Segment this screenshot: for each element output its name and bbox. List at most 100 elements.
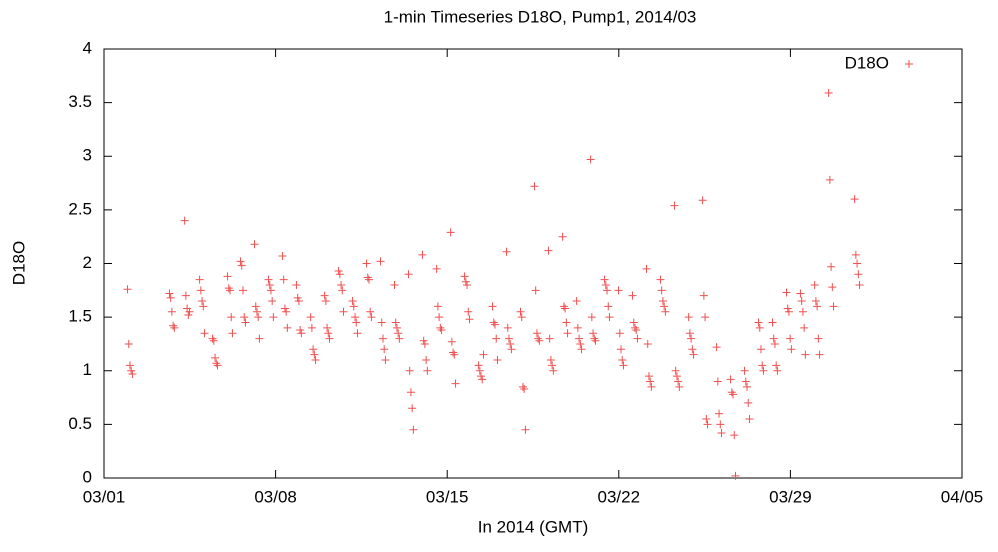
point	[672, 372, 681, 381]
point	[685, 329, 694, 338]
point	[591, 336, 600, 345]
point	[213, 361, 222, 370]
point	[829, 302, 838, 311]
point	[630, 323, 639, 332]
point	[614, 286, 623, 295]
plot-frame	[103, 48, 963, 479]
point	[353, 329, 362, 338]
point	[265, 280, 274, 289]
point	[507, 345, 516, 354]
point	[390, 280, 399, 289]
point	[827, 262, 836, 271]
point	[335, 270, 344, 279]
point	[759, 366, 768, 375]
point	[660, 302, 669, 311]
point	[180, 216, 189, 225]
point	[451, 379, 460, 388]
point	[815, 350, 824, 359]
point	[855, 280, 864, 289]
point	[165, 289, 174, 298]
point	[433, 302, 442, 311]
point	[814, 334, 823, 343]
point	[629, 318, 638, 327]
point	[488, 302, 497, 311]
point	[520, 384, 529, 393]
y-tick-label: 0.5	[68, 414, 92, 433]
point	[772, 361, 781, 370]
point	[632, 325, 641, 334]
point	[310, 350, 319, 359]
point	[463, 280, 472, 289]
point	[741, 377, 750, 386]
point	[633, 334, 642, 343]
point	[437, 325, 446, 334]
point	[600, 275, 609, 284]
point	[643, 339, 652, 348]
point	[170, 323, 179, 332]
point	[283, 323, 292, 332]
point	[797, 297, 806, 306]
y-tick-label: 0	[83, 467, 92, 486]
point	[535, 336, 544, 345]
point	[364, 275, 373, 284]
point	[504, 334, 513, 343]
point	[363, 273, 372, 282]
point	[324, 329, 333, 338]
point	[701, 313, 710, 322]
point	[545, 334, 554, 343]
point	[307, 323, 316, 332]
point	[745, 415, 754, 424]
point	[447, 337, 456, 346]
point	[854, 270, 863, 279]
point	[255, 334, 264, 343]
point	[675, 382, 684, 391]
point	[200, 329, 209, 338]
point	[755, 323, 764, 332]
point	[377, 318, 386, 327]
point	[224, 284, 233, 293]
point	[647, 382, 656, 391]
point	[198, 297, 207, 306]
point	[362, 259, 371, 268]
point	[670, 201, 679, 210]
point	[293, 293, 302, 302]
point	[590, 334, 599, 343]
point	[575, 334, 584, 343]
point	[563, 329, 572, 338]
point	[196, 286, 205, 295]
point	[674, 377, 683, 386]
point	[544, 246, 553, 255]
point	[726, 375, 735, 384]
point	[280, 304, 289, 313]
point	[562, 318, 571, 327]
y-tick-label: 1	[83, 360, 92, 379]
point	[406, 388, 415, 397]
point	[740, 366, 749, 375]
point	[208, 334, 217, 343]
point	[770, 339, 779, 348]
point	[853, 259, 862, 268]
point	[558, 232, 567, 241]
point	[352, 318, 361, 327]
point	[334, 267, 343, 276]
point	[422, 356, 431, 365]
point	[269, 313, 278, 322]
y-tick-label: 1.5	[68, 307, 92, 326]
y-tick-label: 3	[83, 146, 92, 165]
point	[464, 307, 473, 316]
point	[264, 275, 273, 284]
point	[717, 428, 726, 437]
point	[278, 251, 287, 260]
point	[240, 313, 249, 322]
point	[489, 318, 498, 327]
point	[577, 345, 586, 354]
point	[395, 334, 404, 343]
point	[702, 415, 711, 424]
point	[420, 339, 429, 348]
point	[756, 345, 765, 354]
point	[241, 318, 250, 327]
point	[223, 272, 232, 281]
point	[449, 348, 458, 357]
point	[209, 336, 218, 345]
point	[338, 286, 347, 295]
